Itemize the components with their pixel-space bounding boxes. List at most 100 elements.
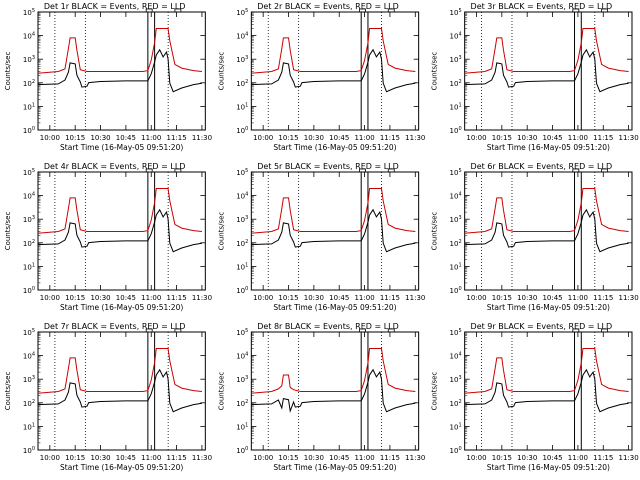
plot-frame (37, 331, 206, 451)
chart-panel-8: Det 8r BLACK = Events, RED = LLD 100 101 10… (217, 322, 425, 472)
x-tick-label: 11:30 (405, 454, 425, 462)
time-interval-box (601, 168, 608, 173)
y-tick-label: 104 (450, 192, 462, 201)
y-tick-label: 103 (236, 55, 248, 64)
y-tick-label: 104 (450, 352, 462, 361)
y-tick-label: 102 (236, 239, 248, 248)
y-axis-label: Counts/sec (217, 372, 225, 411)
series-line-events (464, 368, 629, 413)
x-tick-label: 11:00 (141, 294, 161, 302)
x-tick-label: 10:00 (40, 454, 60, 462)
chart-title: Det 2r BLACK = Events, RED = LLD (257, 2, 399, 11)
time-interval-box (145, 8, 153, 13)
plot-frame (37, 171, 206, 291)
series-line-events (464, 208, 629, 253)
y-tick-label: 100 (23, 446, 35, 455)
x-tick-label: 10:15 (492, 454, 512, 462)
y-tick-label: 104 (236, 192, 248, 201)
y-tick-label: 102 (450, 239, 462, 248)
x-tick-label: 11:30 (619, 454, 639, 462)
time-interval-box (145, 328, 153, 333)
time-interval-box (572, 328, 580, 333)
x-tick-label: 10:45 (116, 454, 136, 462)
time-interval-box (174, 8, 182, 13)
x-tick-label: 10:45 (116, 294, 136, 302)
y-tick-label: 101 (450, 102, 462, 111)
y-tick-label: 103 (236, 215, 248, 224)
x-axis-label: Start Time (16-May-05 09:51:20) (487, 303, 610, 312)
time-interval-box (387, 168, 395, 173)
time-interval-box (174, 328, 182, 333)
y-tick-label: 101 (236, 102, 248, 111)
x-tick-label: 10:45 (329, 134, 349, 142)
series-line-events (37, 368, 202, 413)
y-tick-label: 105 (236, 8, 248, 17)
x-tick-label: 10:30 (304, 294, 324, 302)
time-interval-box (387, 8, 395, 13)
series-line-events (37, 208, 202, 253)
y-axis-label: Counts/sec (4, 212, 12, 251)
series-line-lld (251, 348, 416, 394)
y-tick-label: 101 (23, 422, 35, 431)
series-line-lld (37, 28, 202, 74)
time-interval-box (174, 168, 182, 173)
chart-panel-7: Det 7r BLACK = Events, RED = LLD 100 101 10… (4, 322, 212, 472)
y-tick-label: 104 (23, 192, 35, 201)
series-line-lld (37, 188, 202, 234)
chart-title: Det 9r BLACK = Events, RED = LLD (471, 322, 613, 331)
y-tick-label: 100 (450, 286, 462, 295)
y-axis-label: Counts/sec (217, 212, 225, 251)
y-tick-label: 105 (236, 168, 248, 177)
x-tick-label: 10:30 (517, 454, 537, 462)
y-tick-label: 105 (23, 168, 35, 177)
y-axis-label: Counts/sec (431, 212, 439, 251)
y-tick-label: 104 (23, 32, 35, 41)
series-line-events (251, 368, 416, 413)
y-tick-label: 105 (23, 8, 35, 17)
y-tick-label: 100 (236, 286, 248, 295)
x-tick-label: 10:45 (542, 454, 562, 462)
time-interval-box (572, 168, 580, 173)
y-tick-label: 100 (23, 286, 35, 295)
y-tick-label: 103 (23, 375, 35, 384)
chart-title: Det 1r BLACK = Events, RED = LLD (44, 2, 186, 11)
y-tick-label: 100 (236, 126, 248, 135)
chart-title: Det 8r BLACK = Events, RED = LLD (257, 322, 399, 331)
series-line-events (464, 48, 629, 93)
y-tick-label: 100 (450, 126, 462, 135)
x-tick-label: 11:30 (192, 454, 212, 462)
x-tick-label: 10:00 (466, 134, 486, 142)
x-tick-label: 11:15 (380, 454, 400, 462)
series-line-lld (464, 188, 629, 234)
chart-panel-1: Det 1r BLACK = Events, RED = LLD 100 101 10… (4, 2, 212, 152)
chart-title: Det 4r BLACK = Events, RED = LLD (44, 162, 186, 171)
chart-title: Det 6r BLACK = Events, RED = LLD (471, 162, 613, 171)
y-tick-label: 105 (236, 328, 248, 337)
x-tick-label: 10:45 (542, 134, 562, 142)
x-tick-label: 10:00 (466, 454, 486, 462)
x-tick-label: 10:15 (278, 294, 298, 302)
x-tick-label: 11:30 (619, 294, 639, 302)
x-tick-label: 10:30 (90, 134, 110, 142)
y-tick-label: 105 (450, 168, 462, 177)
x-tick-label: 11:15 (167, 294, 187, 302)
y-tick-label: 105 (23, 328, 35, 337)
x-tick-label: 11:15 (380, 294, 400, 302)
x-tick-label: 10:45 (329, 454, 349, 462)
y-tick-label: 101 (23, 102, 35, 111)
y-tick-label: 103 (450, 375, 462, 384)
x-axis-label: Start Time (16-May-05 09:51:20) (273, 463, 396, 472)
time-interval-box (359, 168, 366, 173)
y-tick-label: 102 (23, 399, 35, 408)
x-axis-label: Start Time (16-May-05 09:51:20) (60, 143, 183, 152)
time-interval-box (359, 328, 366, 333)
chart-panel-5: Det 5r BLACK = Events, RED = LLD 100 101 10… (217, 162, 425, 312)
x-axis-label: Start Time (16-May-05 09:51:20) (487, 463, 610, 472)
y-tick-label: 104 (236, 352, 248, 361)
x-tick-label: 11:30 (405, 134, 425, 142)
chart-panel-4: Det 4r BLACK = Events, RED = LLD 100 101 10… (4, 162, 212, 312)
plot-frame (464, 171, 633, 291)
x-tick-label: 11:30 (192, 134, 212, 142)
x-tick-label: 11:00 (568, 134, 588, 142)
